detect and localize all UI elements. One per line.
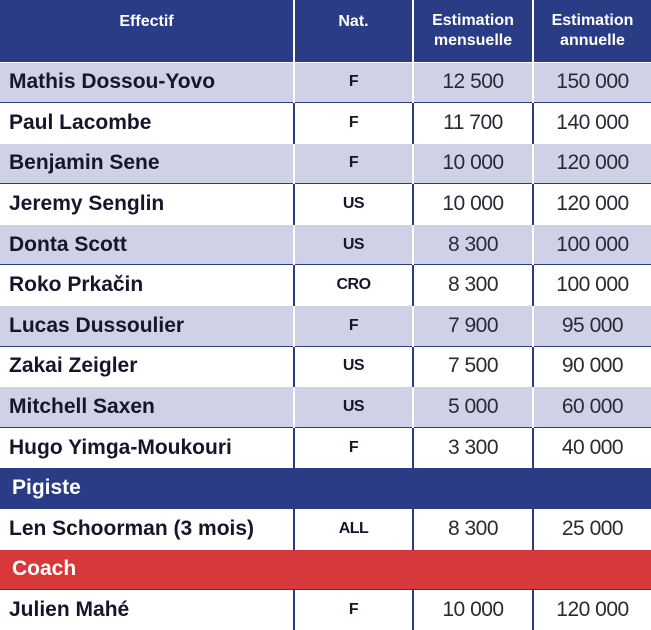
monthly-salary: 8 300: [412, 264, 533, 306]
header-yearly-line1: Estimation: [551, 12, 634, 29]
player-name: Zakai Zeigler: [0, 345, 294, 387]
table-row: Benjamin Sene F 10 000 120 000: [0, 142, 651, 184]
table-row: Mathis Dossou-Yovo F 12 500 150 000: [0, 61, 651, 103]
monthly-salary: 7 900: [412, 305, 533, 347]
player-nationality: US: [293, 345, 413, 387]
table-row: Roko Prkačin CRO 8 300 100 000: [0, 264, 651, 306]
header-yearly-estimate: Estimation annuelle: [532, 0, 651, 62]
monthly-salary: 5 000: [412, 386, 533, 428]
monthly-salary: 12 500: [412, 61, 533, 103]
header-monthly-estimate: Estimation mensuelle: [412, 0, 533, 62]
coach-nationality: F: [293, 589, 413, 630]
player-name: Donta Scott: [0, 223, 294, 265]
player-nationality: US: [293, 183, 413, 225]
header-nationality: Nat.: [293, 0, 413, 62]
player-name: Mathis Dossou-Yovo: [0, 61, 294, 103]
monthly-salary: 10 000: [412, 183, 533, 225]
table-row: Donta Scott US 8 300 100 000: [0, 223, 651, 265]
monthly-salary: 8 300: [412, 508, 533, 550]
monthly-salary: 3 300: [412, 426, 533, 468]
yearly-salary: 40 000: [532, 426, 651, 468]
table-row: Len Schoorman (3 mois) ALL 8 300 25 000: [0, 508, 651, 550]
monthly-salary: 10 000: [412, 589, 533, 630]
player-name: Mitchell Saxen: [0, 386, 294, 428]
player-name: Hugo Yimga-Moukouri: [0, 426, 294, 468]
player-nationality: US: [293, 386, 413, 428]
yearly-salary: 90 000: [532, 345, 651, 387]
yearly-salary: 100 000: [532, 264, 651, 306]
yearly-salary: 120 000: [532, 142, 651, 184]
table-header: Effectif Nat. Estimation mensuelle Estim…: [0, 0, 651, 62]
header-row: Effectif Nat. Estimation mensuelle Estim…: [0, 0, 651, 62]
table-row: Zakai Zeigler US 7 500 90 000: [0, 345, 651, 387]
monthly-salary: 11 700: [412, 102, 533, 144]
table-row: Julien Mahé F 10 000 120 000: [0, 589, 651, 630]
table-row: Lucas Dussoulier F 7 900 95 000: [0, 305, 651, 347]
monthly-salary: 10 000: [412, 142, 533, 184]
player-name: Lucas Dussoulier: [0, 305, 294, 347]
player-nationality: F: [293, 142, 413, 184]
table-row: Hugo Yimga-Moukouri F 3 300 40 000: [0, 426, 651, 468]
yearly-salary: 25 000: [532, 508, 651, 550]
table-row: Mitchell Saxen US 5 000 60 000: [0, 386, 651, 428]
coach-name: Julien Mahé: [0, 589, 294, 630]
player-nationality: ALL: [293, 508, 413, 550]
table-row: Paul Lacombe F 11 700 140 000: [0, 102, 651, 144]
table-row: Jeremy Senglin US 10 000 120 000: [0, 183, 651, 225]
player-name: Jeremy Senglin: [0, 183, 294, 225]
player-nationality: CRO: [293, 264, 413, 306]
section-coach-label: Coach: [0, 548, 651, 590]
header-effectif: Effectif: [0, 0, 294, 62]
header-yearly-line2: annuelle: [560, 32, 625, 49]
yearly-salary: 60 000: [532, 386, 651, 428]
header-monthly-line1: Estimation: [432, 12, 514, 29]
table-body: Mathis Dossou-Yovo F 12 500 150 000 Paul…: [0, 61, 651, 630]
player-name: Paul Lacombe: [0, 102, 294, 144]
monthly-salary: 7 500: [412, 345, 533, 387]
section-pigiste-label: Pigiste: [0, 467, 651, 509]
player-nationality: F: [293, 305, 413, 347]
header-monthly-line2: mensuelle: [433, 32, 513, 49]
player-name: Len Schoorman (3 mois): [0, 508, 294, 550]
yearly-salary: 100 000: [532, 223, 651, 265]
section-pigiste: Pigiste: [0, 467, 651, 509]
yearly-salary: 120 000: [532, 183, 651, 225]
player-nationality: US: [293, 223, 413, 265]
yearly-salary: 150 000: [532, 61, 651, 103]
monthly-salary: 8 300: [412, 223, 533, 265]
section-coach: Coach: [0, 548, 651, 590]
yearly-salary: 120 000: [532, 589, 651, 630]
player-nationality: F: [293, 426, 413, 468]
yearly-salary: 95 000: [532, 305, 651, 347]
player-nationality: F: [293, 102, 413, 144]
yearly-salary: 140 000: [532, 102, 651, 144]
player-name: Benjamin Sene: [0, 142, 294, 184]
player-name: Roko Prkačin: [0, 264, 294, 306]
player-nationality: F: [293, 61, 413, 103]
